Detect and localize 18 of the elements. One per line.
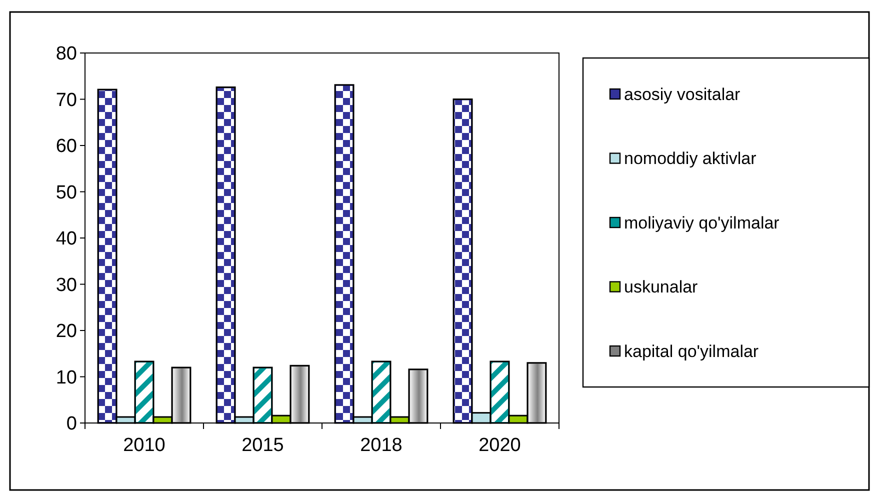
x-tick-label: 2020 (478, 435, 521, 456)
legend-label: moliyaviy qo'yilmalar (624, 213, 780, 232)
legend-label: uskunalar (624, 278, 698, 297)
legend-label: kapital qo'yilmalar (624, 342, 759, 361)
legend-label: nomoddiy aktivlar (624, 149, 757, 168)
x-tick-label: 2010 (123, 435, 166, 456)
y-tick-label: 60 (56, 136, 77, 158)
y-tick-label: 30 (56, 274, 77, 296)
y-tick-label: 50 (56, 182, 77, 204)
x-tick-label: 2018 (360, 435, 402, 456)
y-tick-label: 10 (56, 367, 77, 388)
legend-label: asosiy vositalar (624, 84, 741, 104)
y-tick-label: 20 (56, 321, 77, 342)
y-tick-label: 40 (56, 228, 77, 250)
x-tick-label: 2015 (242, 435, 284, 456)
y-tick-label: 80 (56, 44, 77, 65)
y-tick-label: 0 (66, 414, 77, 435)
y-tick-label: 70 (56, 90, 77, 111)
